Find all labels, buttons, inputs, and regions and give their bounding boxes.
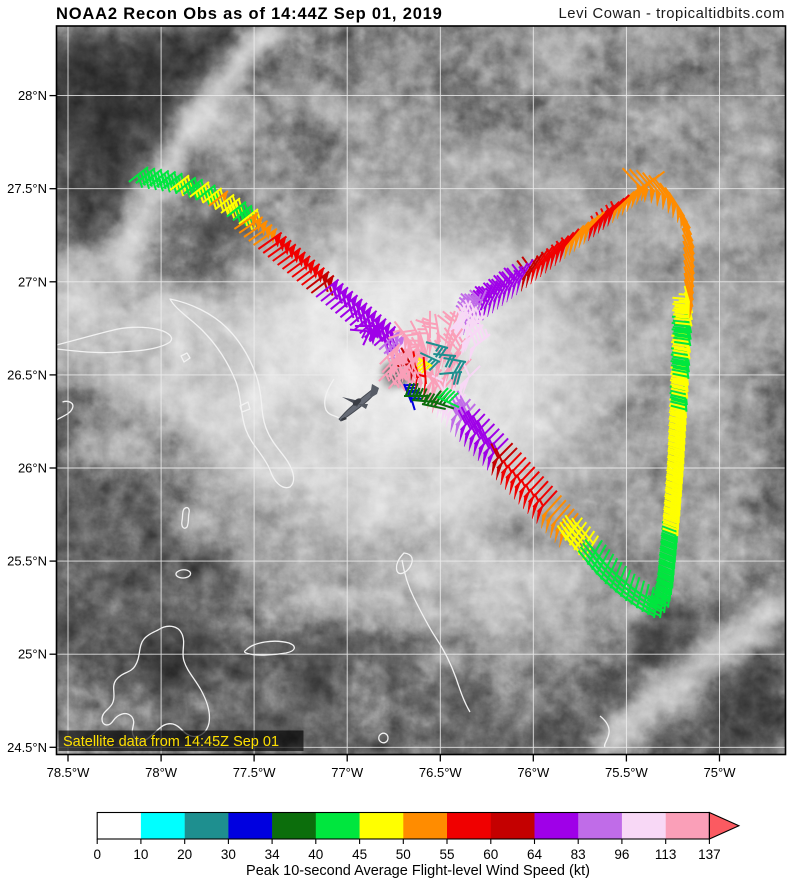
svg-text:60: 60 bbox=[483, 847, 498, 862]
svg-text:76°W: 76°W bbox=[517, 765, 550, 780]
svg-text:25°N: 25°N bbox=[18, 647, 47, 662]
svg-text:75°W: 75°W bbox=[704, 765, 737, 780]
svg-text:137: 137 bbox=[698, 847, 721, 862]
svg-text:78.5°W: 78.5°W bbox=[47, 765, 91, 780]
svg-text:26°N: 26°N bbox=[18, 461, 47, 476]
svg-text:20: 20 bbox=[177, 847, 192, 862]
svg-text:78°W: 78°W bbox=[145, 765, 178, 780]
svg-text:26.5°N: 26.5°N bbox=[7, 367, 47, 382]
svg-text:96: 96 bbox=[614, 847, 629, 862]
svg-text:45: 45 bbox=[352, 847, 367, 862]
svg-text:27°N: 27°N bbox=[18, 274, 47, 289]
svg-text:30: 30 bbox=[221, 847, 236, 862]
svg-text:Levi Cowan - tropicaltidbits.c: Levi Cowan - tropicaltidbits.com bbox=[559, 6, 785, 22]
svg-text:64: 64 bbox=[527, 847, 543, 862]
svg-text:40: 40 bbox=[308, 847, 323, 862]
svg-text:Peak 10-second Average Flight-: Peak 10-second Average Flight-level Wind… bbox=[246, 863, 590, 879]
svg-text:83: 83 bbox=[571, 847, 586, 862]
svg-text:50: 50 bbox=[396, 847, 411, 862]
svg-text:77.5°W: 77.5°W bbox=[233, 765, 277, 780]
svg-text:113: 113 bbox=[655, 847, 677, 862]
svg-text:10: 10 bbox=[133, 847, 148, 862]
svg-text:24.5°N: 24.5°N bbox=[7, 740, 47, 755]
svg-text:76.5°W: 76.5°W bbox=[419, 765, 463, 780]
svg-text:27.5°N: 27.5°N bbox=[7, 181, 47, 196]
svg-text:0: 0 bbox=[93, 847, 101, 862]
svg-text:75.5°W: 75.5°W bbox=[605, 765, 649, 780]
svg-text:34: 34 bbox=[265, 847, 281, 862]
svg-text:25.5°N: 25.5°N bbox=[7, 554, 47, 569]
svg-text:Satellite data from 14:45Z Sep: Satellite data from 14:45Z Sep 01 bbox=[63, 734, 279, 750]
svg-text:77°W: 77°W bbox=[331, 765, 364, 780]
svg-text:55: 55 bbox=[439, 847, 454, 862]
svg-text:NOAA2 Recon Obs as of 14:44Z S: NOAA2 Recon Obs as of 14:44Z Sep 01, 201… bbox=[56, 5, 443, 23]
svg-text:28°N: 28°N bbox=[18, 88, 47, 103]
